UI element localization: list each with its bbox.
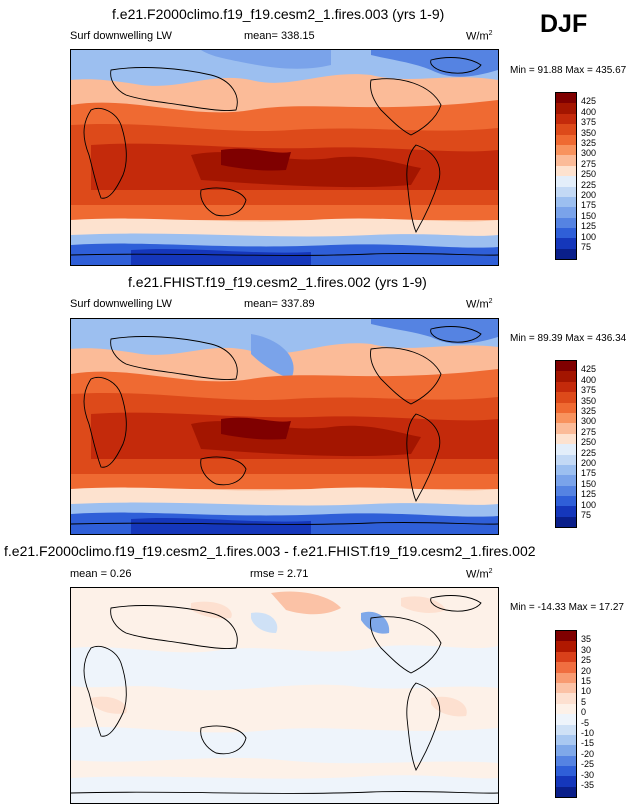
panel3-mean: mean = 0.26 (70, 568, 132, 580)
colorbar-tick-label: -20 (581, 748, 595, 759)
colorbar-tick-label: 400 (581, 106, 597, 117)
colorbar-tick-label: 325 (581, 138, 597, 148)
panel3-rmse: rmse = 2.71 (250, 568, 309, 580)
colorbar-tick-label: 75 (581, 510, 592, 520)
colorbar-tick-label: 425 (581, 364, 597, 375)
panel1-colorbar (555, 92, 577, 260)
panel1-minmax: Min = 91.88 Max = 435.67 (510, 65, 627, 76)
colorbar-tick-label: 35 (581, 634, 592, 645)
panel3-minmax: Min = -14.33 Max = 17.27 (510, 602, 624, 613)
colorbar-tick-label: -25 (581, 759, 595, 770)
colorbar-tick-label: 25 (581, 655, 592, 666)
colorbar-tick-label: -35 (581, 780, 595, 790)
colorbar-tick-label: 200 (581, 458, 597, 468)
panel3-colorbar (555, 630, 577, 798)
colorbar-tick-label: 0 (581, 707, 587, 718)
panel2-map (70, 318, 499, 535)
panel3-map (70, 587, 499, 804)
colorbar-tick-label: 175 (581, 200, 597, 211)
panel2-mean: mean= 337.89 (244, 298, 315, 310)
panel2-colorbar (555, 360, 577, 528)
panel3-title: f.e21.F2000climo.f19_f19.cesm2_1.fires.0… (4, 543, 536, 559)
colorbar-tick-label: 400 (581, 374, 597, 385)
colorbar-tick-label: 350 (581, 395, 597, 406)
panel3-units: W/m2 (466, 568, 493, 581)
colorbar-tick-label: 125 (581, 489, 597, 500)
colorbar-tick-label: 75 (581, 242, 592, 252)
colorbar-tick-label: 225 (581, 447, 597, 458)
colorbar-tick-label: 425 (581, 96, 597, 107)
panel1-map (70, 49, 499, 266)
colorbar-tick-label: 5 (581, 696, 587, 707)
colorbar-tick-label: 15 (581, 676, 592, 686)
panel1-units: W/m2 (466, 30, 493, 43)
colorbar-tick-label: 100 (581, 499, 597, 510)
panel3-map-svg (71, 588, 498, 803)
colorbar-tick-label: 250 (581, 437, 597, 448)
colorbar-tick-label: 375 (581, 117, 597, 128)
colorbar-tick-label: -5 (581, 717, 590, 728)
colorbar-tick-label: 225 (581, 179, 597, 190)
colorbar-tick-label: -15 (581, 738, 595, 749)
colorbar-tick-label: 150 (581, 210, 597, 221)
colorbar-tick-label: 175 (581, 468, 597, 479)
colorbar-tick-label: 300 (581, 148, 597, 159)
colorbar-tick-label: -30 (581, 769, 595, 780)
panel2-title: f.e21.FHIST.f19_f19.cesm2_1.fires.002 (y… (128, 274, 427, 290)
colorbar-tick-label: 200 (581, 190, 597, 200)
colorbar-tick-label: 20 (581, 665, 592, 676)
panel1-map-svg (71, 50, 498, 265)
colorbar-tick-label: 375 (581, 385, 597, 396)
panel2-map-svg (71, 319, 498, 534)
colorbar-tick-label: 275 (581, 158, 597, 169)
panel2-minmax: Min = 89.39 Max = 436.34 (510, 333, 627, 344)
panel1-mean: mean= 338.15 (244, 30, 315, 42)
panel1-field: Surf downwelling LW (70, 30, 172, 42)
colorbar-tick-label: 300 (581, 416, 597, 427)
colorbar-tick-label: 150 (581, 478, 597, 489)
colorbar-tick-label: 250 (581, 169, 597, 180)
colorbar-tick-label: 10 (581, 686, 592, 697)
colorbar-tick-label: 350 (581, 127, 597, 138)
panel1-title: f.e21.F2000climo.f19_f19.cesm2_1.fires.0… (112, 6, 445, 22)
colorbar-tick-label: 30 (581, 644, 592, 655)
panel2-field: Surf downwelling LW (70, 298, 172, 310)
panel2-units: W/m2 (466, 298, 493, 311)
colorbar-tick-label: 100 (581, 231, 597, 242)
colorbar-tick-label: -10 (581, 728, 595, 738)
colorbar-tick-label: 125 (581, 221, 597, 232)
colorbar-tick-label: 325 (581, 406, 597, 416)
colorbar-tick-label: 275 (581, 426, 597, 437)
season-label: DJF (540, 10, 588, 38)
